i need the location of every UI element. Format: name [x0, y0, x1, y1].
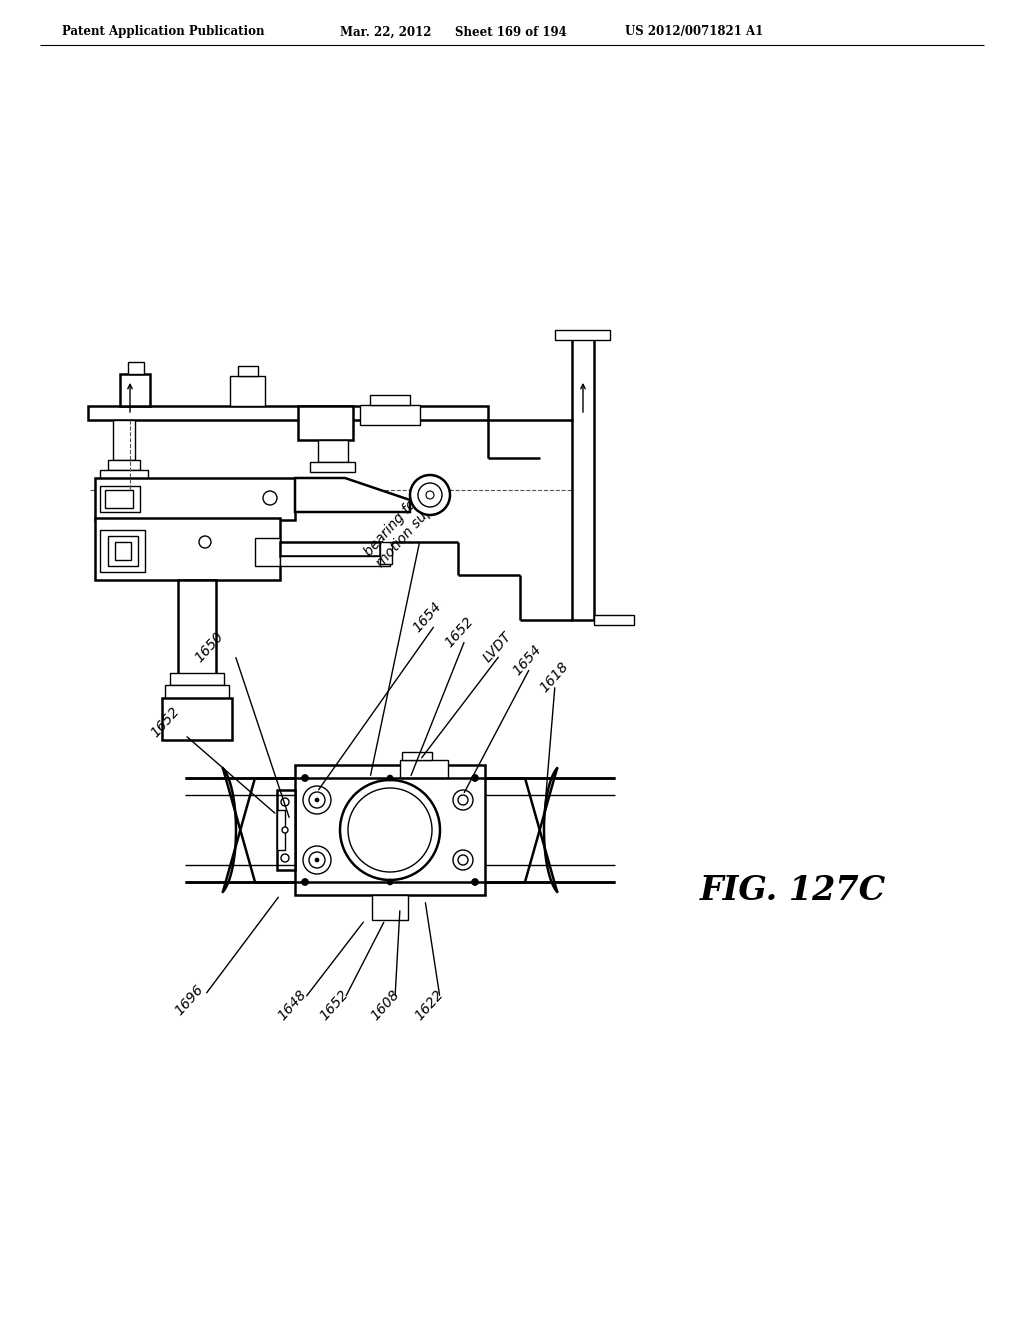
Circle shape	[471, 879, 478, 886]
Bar	[100, 531, 145, 572]
Bar	[88, 407, 488, 420]
Text: 1652: 1652	[442, 614, 476, 649]
Bar	[370, 395, 410, 405]
Bar	[280, 556, 390, 566]
Circle shape	[426, 491, 434, 499]
Bar	[230, 376, 265, 407]
Bar	[128, 362, 144, 374]
Text: bearing for
motion support: bearing for motion support	[362, 471, 456, 570]
Bar	[95, 517, 280, 579]
Text: Patent Application Publication: Patent Application Publication	[62, 25, 264, 38]
Circle shape	[410, 475, 450, 515]
Text: Sheet 169 of 194: Sheet 169 of 194	[455, 25, 566, 38]
Text: FIG. 127C: FIG. 127C	[700, 874, 886, 907]
Text: 1618: 1618	[537, 659, 571, 696]
Bar	[95, 478, 295, 520]
Bar	[100, 486, 140, 512]
Text: LVDT: LVDT	[480, 630, 514, 665]
Text: 1608: 1608	[368, 987, 402, 1023]
Circle shape	[348, 788, 432, 873]
Text: 1654: 1654	[410, 599, 444, 635]
Circle shape	[281, 799, 289, 807]
Bar	[594, 615, 634, 624]
Bar	[113, 420, 135, 459]
Bar	[100, 470, 148, 480]
Bar	[255, 539, 280, 566]
Bar	[178, 579, 216, 675]
Circle shape	[303, 846, 331, 874]
Text: 1652: 1652	[317, 987, 351, 1023]
Text: 1648: 1648	[275, 987, 309, 1023]
Bar	[555, 330, 610, 341]
Circle shape	[263, 491, 278, 506]
Circle shape	[340, 780, 440, 880]
Circle shape	[458, 855, 468, 865]
Bar	[278, 789, 295, 870]
Circle shape	[303, 785, 331, 814]
Circle shape	[453, 850, 473, 870]
Circle shape	[458, 795, 468, 805]
Text: 1696: 1696	[172, 982, 206, 1018]
Bar	[380, 543, 392, 564]
Bar	[400, 760, 449, 777]
Bar	[278, 810, 285, 850]
Text: 1650: 1650	[193, 630, 226, 665]
Text: 1652: 1652	[148, 705, 182, 741]
Circle shape	[387, 775, 393, 781]
Circle shape	[471, 775, 478, 781]
Bar	[360, 405, 420, 425]
Bar	[115, 543, 131, 560]
Bar	[572, 335, 594, 620]
Circle shape	[418, 483, 442, 507]
Bar	[105, 490, 133, 508]
Circle shape	[309, 851, 325, 869]
Text: 1654: 1654	[510, 643, 544, 678]
Circle shape	[199, 536, 211, 548]
Polygon shape	[295, 478, 410, 512]
Bar	[318, 440, 348, 462]
Circle shape	[453, 789, 473, 810]
Circle shape	[315, 799, 319, 803]
Circle shape	[282, 828, 288, 833]
Bar	[295, 766, 485, 895]
Bar	[120, 374, 150, 407]
Bar	[165, 685, 229, 700]
Text: 1622: 1622	[412, 987, 446, 1023]
Bar	[238, 366, 258, 376]
Circle shape	[309, 792, 325, 808]
Text: Mar. 22, 2012: Mar. 22, 2012	[340, 25, 431, 38]
Bar	[402, 752, 432, 760]
Circle shape	[315, 858, 319, 862]
Bar	[372, 895, 408, 920]
Text: US 2012/0071821 A1: US 2012/0071821 A1	[625, 25, 763, 38]
Bar	[108, 459, 140, 470]
Bar	[162, 698, 232, 741]
Circle shape	[281, 854, 289, 862]
Bar	[170, 673, 224, 685]
Bar	[280, 543, 380, 556]
Bar	[108, 536, 138, 566]
Bar	[310, 462, 355, 473]
Circle shape	[387, 879, 393, 884]
Circle shape	[301, 775, 308, 781]
Bar	[298, 407, 353, 440]
Circle shape	[301, 879, 308, 886]
